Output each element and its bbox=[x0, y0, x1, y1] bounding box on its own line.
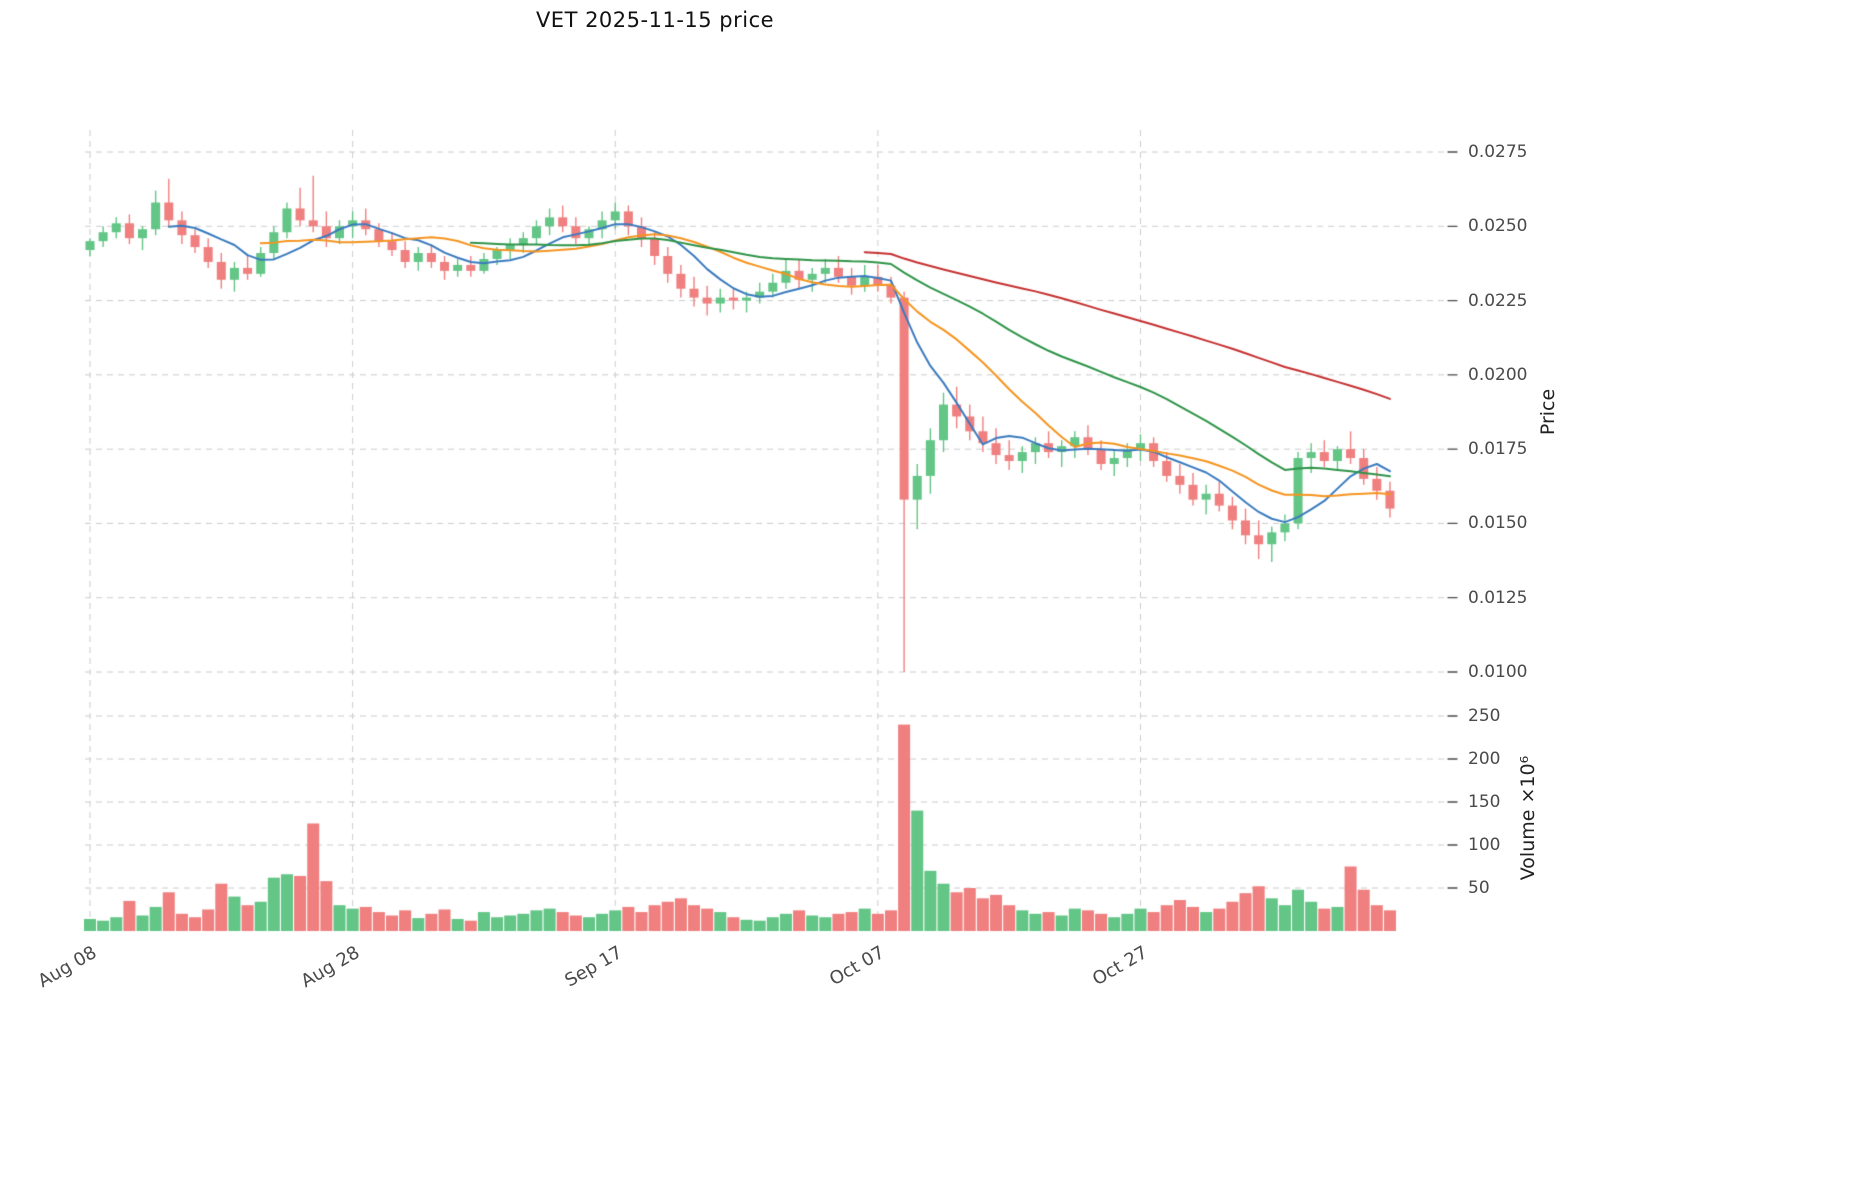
volume-tick-label: 150 bbox=[1468, 792, 1501, 812]
price-tick-label: 0.0225 bbox=[1468, 290, 1528, 311]
price-tick-label: 0.0175 bbox=[1468, 439, 1528, 460]
chart-title: VET 2025-11-15 price bbox=[535, 8, 775, 32]
price-tick-label: 0.0275 bbox=[1468, 142, 1528, 162]
volume-axis-label: Volume ×10⁶ bbox=[1517, 755, 1539, 881]
price-tick-label: 0.0100 bbox=[1468, 662, 1528, 682]
price-tick-label: 0.0200 bbox=[1468, 364, 1528, 385]
price-tick-label: 0.0125 bbox=[1468, 587, 1528, 608]
price-tick-label: 0.0150 bbox=[1468, 513, 1528, 534]
price-tick-label: 0.0250 bbox=[1468, 216, 1528, 237]
volume-tick-label: 200 bbox=[1468, 749, 1501, 769]
volume-tick-label: 100 bbox=[1468, 835, 1501, 855]
volume-tick-label: 50 bbox=[1468, 878, 1490, 898]
volume-tick-label: 250 bbox=[1468, 706, 1501, 726]
price-axis-label: Price bbox=[1537, 388, 1559, 436]
